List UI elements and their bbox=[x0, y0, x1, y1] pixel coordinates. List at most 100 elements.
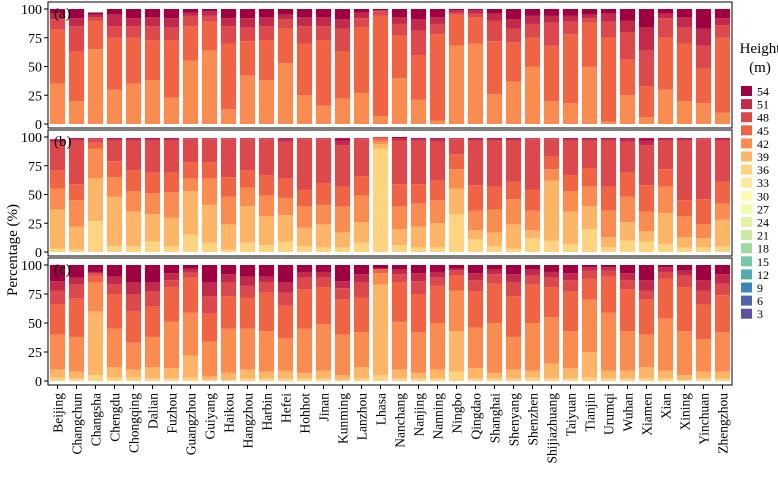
bar-segment bbox=[201, 379, 218, 381]
bar-segment bbox=[505, 139, 522, 141]
bar-segment bbox=[144, 193, 161, 215]
bar-segment bbox=[315, 271, 332, 278]
bar-segment bbox=[49, 290, 66, 305]
bar-segment bbox=[68, 336, 85, 372]
y-tick-label: 75 bbox=[28, 32, 42, 47]
bar-segment bbox=[49, 13, 66, 20]
legend: Height (m) 54514845423936333027242118151… bbox=[740, 41, 778, 321]
bar-segment bbox=[68, 378, 85, 381]
bar-segment bbox=[258, 378, 275, 381]
bar-segment bbox=[334, 9, 351, 20]
bar-segment bbox=[524, 370, 541, 378]
bar-segment bbox=[296, 378, 313, 381]
bar-segment bbox=[638, 211, 655, 232]
bar-segment bbox=[182, 12, 199, 16]
legend-label: 6 bbox=[757, 294, 763, 308]
bar-segment bbox=[638, 117, 655, 124]
bar-segment bbox=[391, 274, 408, 283]
bar-segment bbox=[296, 138, 313, 140]
bar-segment bbox=[258, 139, 275, 175]
bar-segment bbox=[448, 331, 465, 372]
legend-swatch bbox=[741, 308, 752, 319]
plot-layer: (a) 0 25 50 75 100 (b) 0 25 50 75 100 (c) 0 25 50 75 100 bbox=[21, 1, 733, 390]
bar-segment bbox=[657, 169, 674, 187]
bar-segment bbox=[220, 196, 237, 225]
bar-segment bbox=[600, 13, 617, 22]
bar-segment bbox=[657, 318, 674, 371]
bar-segment bbox=[486, 323, 503, 373]
bar-segment bbox=[353, 282, 370, 298]
bar-segment bbox=[277, 63, 294, 124]
bar-segment bbox=[448, 371, 465, 381]
bar-segment bbox=[353, 18, 370, 28]
bar-segment bbox=[296, 246, 313, 252]
bar-segment bbox=[600, 237, 617, 248]
bar-segment bbox=[68, 200, 85, 227]
bar-segment bbox=[714, 371, 731, 379]
bar-segment bbox=[391, 140, 408, 185]
bar-segment bbox=[562, 368, 579, 379]
bar-segment bbox=[581, 18, 598, 23]
bar-segment bbox=[429, 378, 446, 381]
bar-segment bbox=[676, 138, 693, 140]
bar-segment bbox=[220, 177, 237, 197]
bar-segment bbox=[163, 9, 180, 19]
bar-segment bbox=[372, 140, 389, 144]
bar-segment bbox=[125, 26, 142, 38]
bar-segment bbox=[429, 369, 446, 379]
bar-segment bbox=[163, 138, 180, 140]
bar-segment bbox=[106, 139, 123, 141]
bar-segment bbox=[296, 9, 313, 18]
x-tick-label: Kunming bbox=[336, 393, 351, 444]
bar-segment bbox=[676, 200, 693, 217]
bar-segment bbox=[315, 139, 332, 183]
bar-segment bbox=[695, 238, 712, 248]
bar-segment bbox=[106, 9, 123, 15]
bar-segment bbox=[505, 19, 522, 29]
bar-segment bbox=[87, 142, 104, 149]
bar-segment bbox=[429, 200, 446, 224]
bar-segment bbox=[581, 186, 598, 206]
bar-segment bbox=[258, 216, 275, 246]
bar-segment bbox=[638, 378, 655, 381]
bar-segment bbox=[429, 141, 446, 181]
bar-segment bbox=[106, 138, 123, 140]
bar-segment bbox=[144, 282, 161, 292]
bar-segment bbox=[448, 268, 465, 271]
bar-segment bbox=[182, 312, 199, 356]
legend-swatch bbox=[741, 99, 752, 110]
bar-segment bbox=[163, 273, 180, 281]
bar-segment bbox=[201, 242, 218, 252]
bar-segment bbox=[144, 140, 161, 173]
bar-segment bbox=[296, 265, 313, 272]
bar-segment bbox=[695, 378, 712, 381]
bar-segment bbox=[277, 19, 294, 29]
bar-segment bbox=[68, 101, 85, 124]
bar-segment bbox=[467, 378, 484, 381]
bar-segment bbox=[505, 224, 522, 249]
bar-segment bbox=[505, 336, 522, 370]
bar-segment bbox=[524, 323, 541, 371]
x-tick-label: Nanjing bbox=[412, 393, 427, 437]
bar-segment bbox=[125, 311, 142, 343]
bar-segment bbox=[68, 26, 85, 52]
legend-swatch bbox=[741, 282, 752, 293]
bar-segment bbox=[695, 199, 712, 225]
bar-segment bbox=[562, 15, 579, 22]
x-tick-label: Shenyang bbox=[507, 393, 522, 446]
bar-segment bbox=[239, 170, 256, 188]
bar-segment bbox=[448, 169, 465, 189]
bar-segment bbox=[258, 174, 275, 196]
bar-segment bbox=[562, 331, 579, 369]
bar-segment bbox=[201, 204, 218, 243]
bar-segment bbox=[106, 26, 123, 38]
bar-segment bbox=[524, 189, 541, 211]
bar-segment bbox=[619, 280, 636, 290]
bar-segment bbox=[638, 367, 655, 379]
bar-segment bbox=[391, 369, 408, 379]
bar-segment bbox=[600, 370, 617, 379]
x-tick-label: Nanning bbox=[431, 393, 446, 440]
bar-segment bbox=[220, 224, 237, 250]
bar-segment bbox=[467, 265, 484, 274]
